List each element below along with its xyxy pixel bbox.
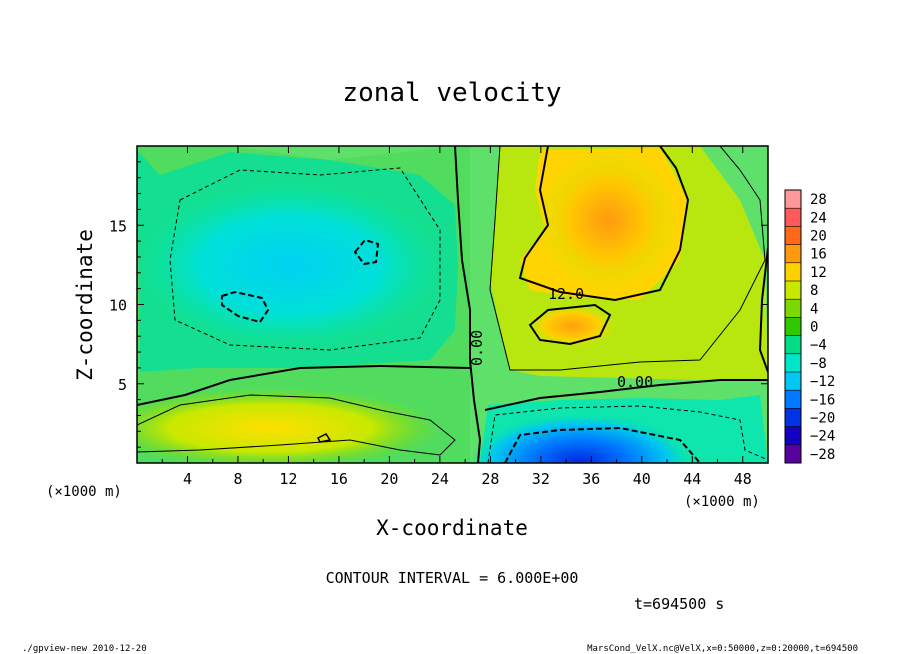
x-tick-label: 48 <box>734 470 752 488</box>
contour-label-12: 12.0 <box>548 285 584 303</box>
x-axis-label: X-coordinate <box>376 516 528 540</box>
colorbar-label: 4 <box>810 301 818 317</box>
x-tick-label: 36 <box>582 470 600 488</box>
colorbar-label: −12 <box>810 374 835 390</box>
colorbar-swatch <box>785 190 801 209</box>
y-tick-label: 15 <box>109 217 127 235</box>
colorbar-swatch <box>785 317 801 337</box>
field-orange-top <box>538 150 678 290</box>
plot-area <box>137 146 768 463</box>
y-axis-ticks: 5 10 15 <box>109 161 768 448</box>
contour-6-bottom <box>137 394 456 456</box>
contour-label-zero-right: 0.00 <box>617 373 653 391</box>
contour-lines <box>137 146 768 463</box>
x-tick-label: 20 <box>380 470 398 488</box>
colorbar-label: 24 <box>810 210 827 226</box>
field-cyan-core <box>140 183 440 347</box>
contour-neg12-a <box>221 290 270 324</box>
colorbar-swatch <box>785 226 801 246</box>
x-tick-label: 8 <box>233 470 242 488</box>
colorbar-swatch <box>785 426 801 446</box>
contour-6 <box>489 146 766 371</box>
colorbar-swatch <box>785 444 801 464</box>
colorbar-frame <box>784 189 802 464</box>
colorbar-swatch <box>785 372 801 391</box>
contour-zero-upper-right <box>758 247 768 373</box>
contour-zero-vertical <box>454 146 482 463</box>
y-axis-label: Z-coordinate <box>73 229 97 381</box>
contour-label-zero-vertical: 0.00 <box>468 330 486 366</box>
x-axis-ticks: 4 8 12 16 20 24 28 32 36 40 44 48 <box>161 146 752 488</box>
x-tick-label: 28 <box>481 470 499 488</box>
colorbar-swatch <box>785 390 801 409</box>
contour-neg12-c <box>504 426 701 463</box>
colorbar-label: −8 <box>810 356 827 372</box>
chart-title: zonal velocity <box>342 78 561 108</box>
contour-interval-text: CONTOUR INTERVAL = 6.000E+00 <box>326 569 579 587</box>
footer-left: ./gpview-new 2010-12-20 <box>22 644 147 654</box>
colorbar-label: 8 <box>810 283 818 299</box>
time-text: t=694500 s <box>634 595 724 613</box>
colorbar-swatch <box>785 244 801 264</box>
x-tick-label: 16 <box>330 470 348 488</box>
contour-neg6-lower <box>487 405 768 463</box>
footer-right: MarsCond_VelX.nc@VelX,x=0:50000,z=0:2000… <box>587 644 858 654</box>
colorbar-label: 28 <box>810 192 827 208</box>
colorbar-label: −28 <box>810 447 835 463</box>
colorbar-label: 20 <box>810 229 827 245</box>
contour-12-lobe <box>528 303 612 346</box>
colorbar-swatch <box>785 208 801 227</box>
colorbar-label: 12 <box>810 265 827 281</box>
contour-small-loop <box>316 433 332 443</box>
field-blue-core <box>470 414 690 463</box>
x-tick-label: 40 <box>633 470 651 488</box>
x-tick-label: 24 <box>431 470 449 488</box>
colorbar-swatch <box>785 299 801 318</box>
x-tick-label: 44 <box>683 470 701 488</box>
contour-neg12-b <box>353 238 380 266</box>
x-unit-label-left: (×1000 m) <box>46 484 122 500</box>
colorbar-label: −24 <box>810 429 835 445</box>
x-tick-label: 32 <box>532 470 550 488</box>
x-unit-label-right: (×1000 m) <box>684 494 760 510</box>
x-tick-label: 12 <box>279 470 297 488</box>
colorbar-swatch <box>785 281 801 300</box>
colorbar-swatch <box>785 353 801 373</box>
colorbar-label: −20 <box>810 411 835 427</box>
colorbar-swatch <box>785 262 801 282</box>
x-tick-label: 4 <box>183 470 192 488</box>
colorbar-label: 0 <box>810 320 818 336</box>
contour-neg6-upper <box>169 167 441 351</box>
contour-12-top <box>518 146 690 302</box>
y-tick-label: 5 <box>118 376 127 394</box>
contour-zero-horizontal <box>137 364 471 406</box>
colorbar-label: 16 <box>810 247 827 263</box>
colorbar-swatch <box>785 335 801 355</box>
contour-zero-lower-right <box>484 379 768 411</box>
colorbar-label: −4 <box>810 338 827 354</box>
colorbar-label: −16 <box>810 392 835 408</box>
field-yellow-bottom <box>137 388 440 463</box>
y-tick-label: 10 <box>109 297 127 315</box>
colorbar-swatch <box>785 408 801 428</box>
colorbar: 28 24 20 16 12 8 4 0 −4 −8 −12 −16 −20 −24 −28 <box>784 189 835 464</box>
